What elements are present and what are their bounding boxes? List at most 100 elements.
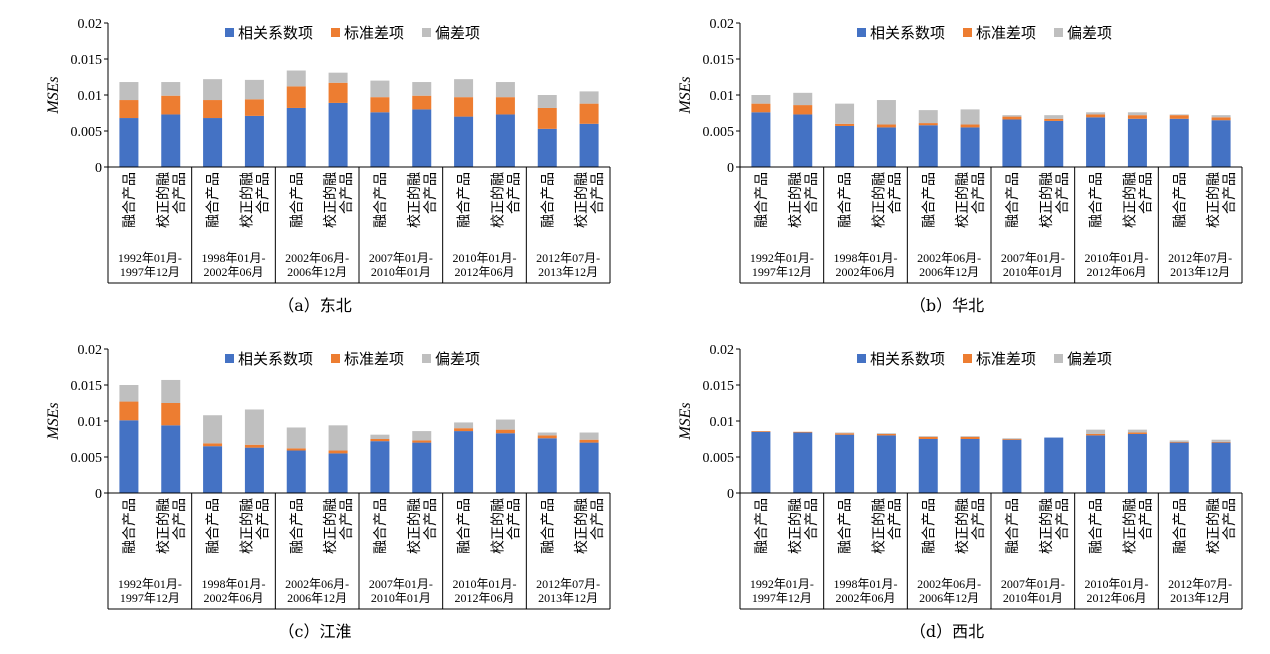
y-tick-label: 0.015: [703, 53, 735, 68]
legend-item-bias: 偏差项: [1054, 348, 1112, 369]
chart-caption: （b）华北: [909, 296, 985, 315]
bar-segment: [876, 124, 896, 128]
y-tick-label: 0.01: [78, 89, 103, 104]
legend-label: 相关系数项: [870, 350, 946, 368]
bar-segment: [918, 436, 938, 439]
bar-segment: [370, 434, 390, 439]
chart-caption: （a）东北: [278, 296, 352, 315]
bar-segment: [286, 70, 306, 87]
bar-segment: [1211, 442, 1231, 493]
x-period-label: 2010年01月: [371, 591, 431, 605]
bar-segment: [412, 442, 432, 493]
bar-segment: [1127, 112, 1147, 116]
x-category-label: 合产品: [971, 172, 987, 214]
bar-segment: [286, 86, 306, 108]
x-category-label: 校正的融: [573, 498, 590, 554]
x-period-label: 2002年06月: [835, 265, 895, 279]
x-period-label: 2002年06月: [203, 265, 263, 279]
x-period-label: 2012年06月: [454, 265, 514, 279]
legend-label: 标准差项: [344, 350, 405, 368]
bar-segment: [161, 425, 181, 493]
bar-segment: [537, 438, 557, 493]
x-category-label: 校正的融: [954, 172, 971, 228]
bar-segment: [1169, 114, 1189, 116]
y-tick-label: 0.005: [71, 125, 103, 140]
bar-segment: [751, 112, 771, 167]
x-category-label: 合产品: [339, 172, 355, 214]
x-category-label: 融合产品: [754, 498, 770, 554]
bar-segment: [1044, 120, 1064, 167]
bar-segment: [793, 432, 813, 493]
x-category-label: 融合产品: [289, 498, 305, 554]
legend-swatch: [963, 354, 973, 363]
y-tick-label: 0.015: [703, 379, 735, 394]
bar-segment: [412, 440, 432, 443]
x-period-label: 2012年07月-: [1168, 577, 1232, 591]
bar-segment: [328, 453, 348, 493]
x-category-label: 融合产品: [457, 172, 473, 228]
y-tick-label: 0.02: [710, 343, 735, 358]
bar-segment: [1086, 117, 1106, 167]
x-category-label: 校正的融: [489, 172, 506, 228]
bar-segment: [1211, 441, 1231, 443]
x-category-label: 融合产品: [206, 172, 222, 228]
x-period-label: 1992年01月-: [750, 251, 814, 265]
chart-panel-c: 0 0.005 0.01 0.015 0.02 MSEs 融合产品 校正的融 合产品 融合产品 校正…: [0, 326, 630, 653]
bar-segment: [835, 125, 855, 167]
bar-segment: [876, 100, 896, 125]
bar-segment: [1211, 117, 1231, 121]
bar-segment: [1086, 114, 1106, 118]
y-tick-label: 0.005: [703, 125, 735, 140]
x-category-label: 融合产品: [838, 172, 854, 228]
y-tick-label: 0.02: [710, 17, 735, 32]
bar-segment: [1002, 115, 1022, 117]
x-category-label: 融合产品: [921, 172, 937, 228]
bar-segment: [328, 450, 348, 454]
x-category-label: 校正的融: [870, 498, 887, 554]
bar-segment: [960, 109, 980, 125]
bar-segment: [579, 103, 599, 124]
bar-segment: [244, 79, 264, 100]
x-period-label: 2006年12月: [287, 591, 347, 605]
y-tick-label: 0: [95, 487, 102, 502]
x-category-label: 融合产品: [540, 498, 556, 554]
x-category-label: 融合产品: [122, 172, 138, 228]
bar-segment: [454, 422, 474, 429]
bar-segment: [751, 103, 771, 113]
x-period-label: 2007年01月-: [369, 251, 433, 265]
bar-segment: [495, 429, 515, 434]
bar-segment: [203, 446, 223, 493]
x-period-label: 2013年12月: [1170, 265, 1230, 279]
x-period-label: 1998年01月-: [202, 577, 266, 591]
x-category-label: 合产品: [1138, 498, 1154, 540]
bar-segment: [412, 431, 432, 441]
bar-segment: [1044, 118, 1064, 121]
bar-segment: [161, 95, 181, 115]
x-category-label: 融合产品: [373, 172, 389, 228]
x-category-label: 合产品: [1055, 172, 1071, 214]
legend-swatch: [422, 354, 432, 363]
bar-segment: [1002, 438, 1022, 439]
legend-item-bias: 偏差项: [1054, 22, 1112, 43]
x-period-label: 2010年01月-: [453, 577, 517, 591]
x-category-label: 合产品: [172, 498, 188, 540]
bar-segment: [579, 91, 599, 104]
x-period-label: 1997年12月: [120, 591, 180, 605]
x-period-label: 2013年12月: [538, 591, 598, 605]
bar-segment: [119, 420, 139, 493]
chart-panel-a: 0 0.005 0.01 0.015 0.02 MSEs 融合产品 校正的融 合产品 融合产品 校正…: [0, 0, 630, 327]
bar-segment: [1086, 112, 1106, 115]
legend-item-correlation: 相关系数项: [857, 22, 945, 43]
bar-segment: [370, 80, 390, 98]
chart-caption: （c）江淮: [278, 622, 352, 641]
bar-segment: [537, 107, 557, 129]
x-category-label: 合产品: [1222, 172, 1238, 214]
x-category-label: 校正的融: [870, 172, 887, 228]
x-period-label: 2002年06月: [203, 591, 263, 605]
x-period-label: 1997年12月: [752, 265, 812, 279]
bar-segment: [454, 428, 474, 432]
bar-segment: [119, 82, 139, 101]
legend-label: 相关系数项: [870, 24, 946, 42]
bar-segment: [918, 436, 938, 437]
